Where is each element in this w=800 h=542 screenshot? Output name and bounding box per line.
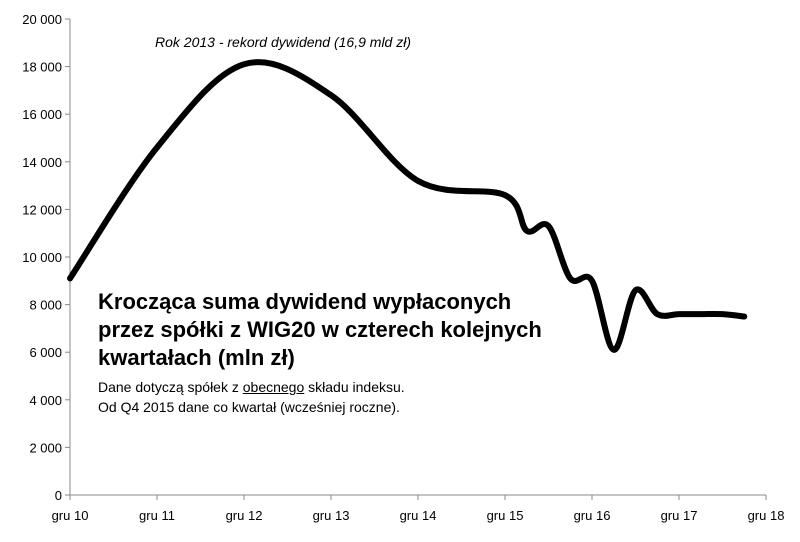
y-tick-label: 4 000 xyxy=(29,393,62,408)
y-tick-label: 0 xyxy=(55,488,62,503)
chart-title: Krocząca suma dywidend wypłaconych przez… xyxy=(98,289,542,370)
x-tick-label: gru 14 xyxy=(400,508,437,523)
x-tick-label: gru 18 xyxy=(748,508,785,523)
x-tick-label: gru 17 xyxy=(661,508,698,523)
y-tick-label: 10 000 xyxy=(22,250,62,265)
x-tick-label: gru 13 xyxy=(313,508,350,523)
y-tick-label: 20 000 xyxy=(22,12,62,27)
y-tick-label: 14 000 xyxy=(22,155,62,170)
x-tick-label: gru 11 xyxy=(139,508,175,523)
axes xyxy=(69,19,766,496)
y-tick-label: 16 000 xyxy=(22,107,62,122)
x-tick-label: gru 10 xyxy=(52,508,89,523)
y-tick-label: 8 000 xyxy=(29,298,62,313)
note-line-1-before: Dane dotyczą spółek z xyxy=(98,379,243,395)
y-tick-label: 18 000 xyxy=(22,60,62,75)
y-tick-label: 6 000 xyxy=(29,345,62,360)
note-line-2: Od Q4 2015 dane co kwartał (wcześniej ro… xyxy=(98,399,400,415)
x-ticks: gru 10 gru 11 gru 12 gru 13 gru 14 gru 15 gru … xyxy=(52,495,785,523)
note-line-1-after: składu indeksu. xyxy=(304,379,405,395)
chart-note: Dane dotyczą spółek z obecnego składu in… xyxy=(98,377,405,417)
y-tick-label: 2 000 xyxy=(29,440,62,455)
x-tick-label: gru 15 xyxy=(487,508,524,523)
note-line-1-underlined: obecnego xyxy=(242,379,305,395)
x-tick-label: gru 12 xyxy=(226,508,263,523)
y-tick-label: 12 000 xyxy=(22,202,62,217)
annotation: Rok 2013 - rekord dywidend (16,9 mld zł) xyxy=(155,34,411,50)
note-line-1: Dane dotyczą spółek z obecnego składu in… xyxy=(98,377,405,397)
series-line xyxy=(67,59,748,353)
x-tick-label: gru 16 xyxy=(574,508,611,523)
y-ticks: 0 2 000 4 000 6 000 8 000 10 000 12 000 14 000 1… xyxy=(22,12,70,503)
